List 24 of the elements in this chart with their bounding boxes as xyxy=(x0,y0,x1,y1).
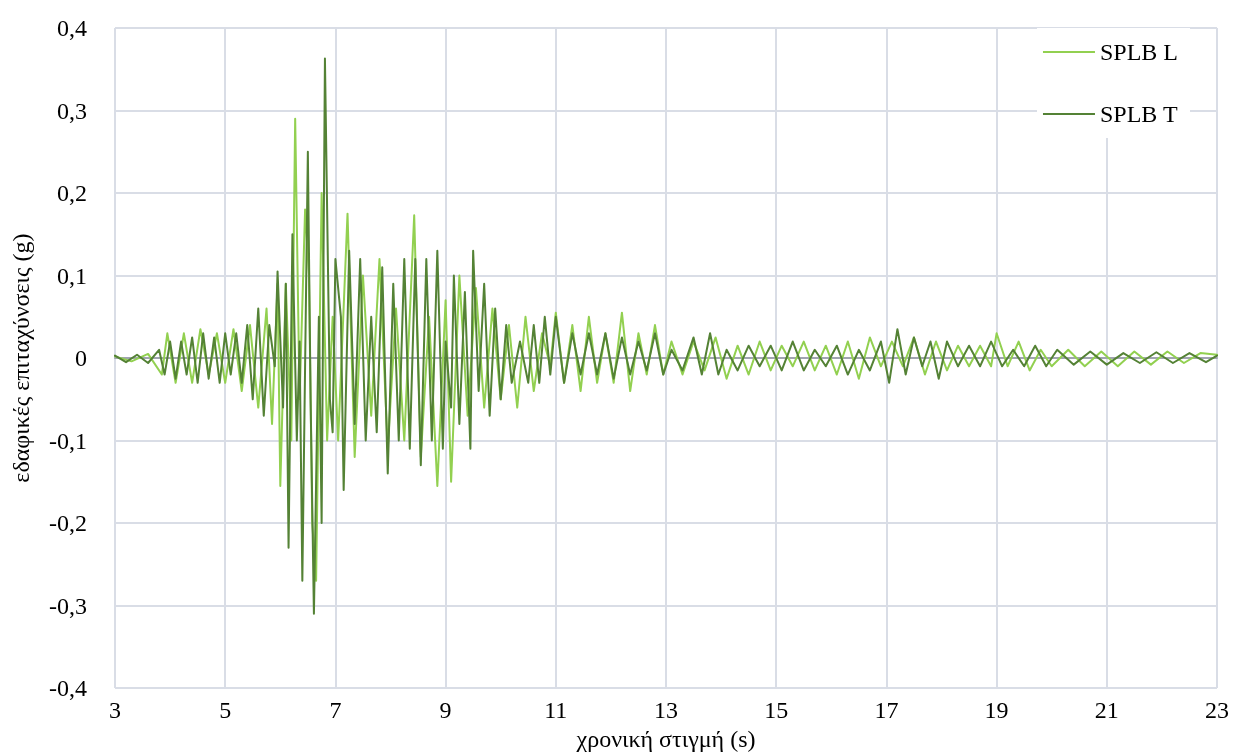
x-tick-label: 5 xyxy=(219,697,232,724)
y-tick-label: 0 xyxy=(75,345,87,372)
x-tick-label: 9 xyxy=(439,697,452,724)
y-tick-label: 0,3 xyxy=(57,97,87,124)
y-tick-label: 0,1 xyxy=(57,262,87,289)
legend-label: SPLB T xyxy=(1099,101,1178,127)
x-tick-label: 23 xyxy=(1205,697,1229,724)
y-tick-label: -0,3 xyxy=(49,592,87,619)
x-axis-title: χρονική στιγμή (s) xyxy=(575,726,756,752)
y-axis-title: εδαφικές επιταχύνσεις (g) xyxy=(8,233,34,483)
x-tick-label: 19 xyxy=(984,697,1009,724)
x-tick-label: 17 xyxy=(874,697,899,724)
x-tick-label: 7 xyxy=(329,697,342,724)
y-tick-label: 0,2 xyxy=(57,180,87,207)
x-tick-label: 11 xyxy=(544,697,568,724)
x-tick-label: 3 xyxy=(109,697,121,724)
y-tick-label: 0,4 xyxy=(57,15,87,41)
y-tick-label: -0,1 xyxy=(49,427,87,454)
y-tick-label: -0,4 xyxy=(49,675,87,702)
x-tick-label: 13 xyxy=(654,697,678,724)
legend-label: SPLB L xyxy=(1099,39,1179,65)
x-tick-label: 21 xyxy=(1094,697,1119,724)
x-tick-label: 15 xyxy=(764,697,789,724)
y-tick-label: -0,2 xyxy=(49,510,87,537)
